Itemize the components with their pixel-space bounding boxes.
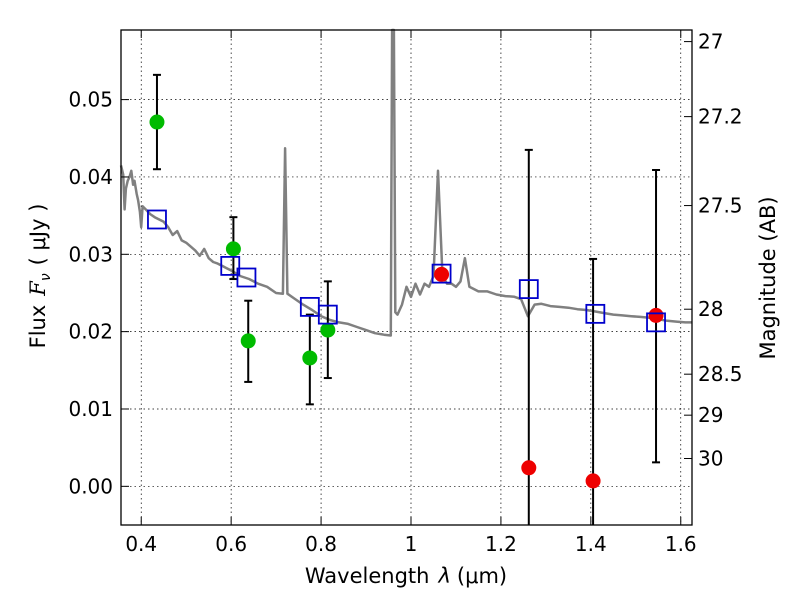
- model-square-marker: [431, 263, 452, 284]
- red-data-point: [585, 473, 601, 489]
- y-axis-label: FluxFν( μJy ): [26, 204, 54, 349]
- y-tick-label: 0.04: [68, 165, 113, 189]
- green-data-point: [320, 322, 336, 338]
- model-square-marker: [585, 303, 606, 324]
- ticks: 0.4 0.6 0.8 1 1.2 1.4 1.6 0.00 0.01 0.02 0.03 0.04 0…: [68, 30, 742, 556]
- red-data-point: [521, 460, 537, 476]
- y-axis-right-label: Magnitude (AB): [756, 196, 780, 359]
- model-square-marker: [317, 304, 338, 325]
- model-square-marker: [220, 255, 241, 276]
- x-tick-label: 1.2: [485, 532, 517, 556]
- y-right-tick-label: 28.5: [698, 362, 743, 386]
- y-right-tick-label: 28: [698, 297, 723, 321]
- model-square-marker: [518, 279, 539, 300]
- x-tick-label: 0.6: [215, 532, 247, 556]
- green-data-point: [302, 350, 318, 366]
- y-right-tick-label: 27.5: [698, 194, 743, 218]
- model-square-marker: [147, 209, 167, 230]
- x-axis-label: Wavelength λ (μm): [305, 564, 507, 588]
- y-tick-label: 0.01: [68, 397, 113, 421]
- x-tick-label: 1.6: [665, 532, 697, 556]
- x-tick-label: 0.4: [125, 532, 157, 556]
- y-tick-label: 0.00: [68, 474, 113, 498]
- y-tick-label: 0.02: [68, 320, 113, 344]
- green-data-point: [240, 333, 256, 349]
- y-tick-label: 0.05: [68, 88, 113, 112]
- model-square-marker: [236, 267, 257, 288]
- plot-area: [119, 28, 692, 525]
- x-tick-label: 0.8: [305, 532, 337, 556]
- y-right-tick-label: 27: [698, 30, 723, 54]
- template-spectrum-line: [119, 28, 692, 337]
- y-right-tick-label: 29: [698, 403, 723, 427]
- y-right-tick-label: 27.2: [698, 105, 743, 129]
- red-data-point: [434, 266, 450, 282]
- y-right-tick-label: 30: [698, 446, 723, 470]
- red-data-point: [648, 307, 664, 323]
- plot-frame: [120, 29, 693, 526]
- green-data-point: [225, 241, 241, 257]
- y-tick-label: 0.03: [68, 242, 113, 266]
- x-tick-label: 1.4: [575, 532, 607, 556]
- grid: [121, 30, 692, 525]
- x-tick-label: 1: [405, 532, 418, 556]
- green-data-point: [149, 114, 165, 130]
- model-square-marker: [646, 312, 666, 333]
